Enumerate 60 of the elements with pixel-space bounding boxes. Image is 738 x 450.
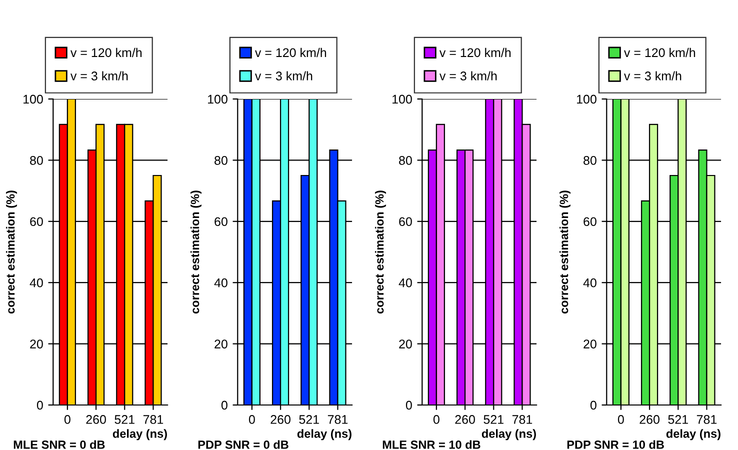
y-axis-title: correct estimation (%) bbox=[560, 190, 571, 314]
y-tick-label: 40 bbox=[30, 278, 43, 288]
legend-label: v = 3 km/h bbox=[624, 71, 682, 80]
x-tick-label: 781 bbox=[512, 415, 532, 424]
y-tick-label: 40 bbox=[214, 278, 228, 288]
x-axis-title: delay (ns) bbox=[297, 429, 352, 440]
y-tick-label: 80 bbox=[214, 156, 228, 165]
y-tick-label: 80 bbox=[584, 156, 596, 165]
x-tick-label: 260 bbox=[455, 415, 475, 424]
y-tick-label: 60 bbox=[399, 217, 412, 226]
y-tick-label: 40 bbox=[583, 278, 596, 288]
y-tick-label: 0 bbox=[221, 400, 228, 410]
text: MLE SNR = 10 dB bbox=[382, 440, 480, 449]
y-tick-label: 100 bbox=[24, 94, 43, 104]
legend-label: v = 120 km/h bbox=[439, 48, 511, 58]
y-tick-label: 20 bbox=[214, 340, 228, 348]
x-tick-label: 260 bbox=[640, 415, 660, 424]
x-tick-label: 260 bbox=[270, 415, 290, 424]
y-tick-label: 20 bbox=[584, 340, 596, 348]
x-tick-label: 781 bbox=[143, 415, 164, 424]
y-tick-label: 80 bbox=[399, 156, 412, 165]
x-axis-title: delay (ns) bbox=[112, 429, 167, 440]
x-tick-label: 0 bbox=[618, 415, 624, 424]
x-tick-label: 781 bbox=[696, 415, 717, 424]
legend-label: v = 3 km/h bbox=[70, 71, 128, 80]
legend-label: v = 120 km/h bbox=[70, 48, 142, 58]
y-tick-label: 20 bbox=[399, 340, 412, 348]
y-axis-title: correct estimation (%) bbox=[190, 190, 202, 314]
x-tick-label: 781 bbox=[328, 415, 348, 424]
x-axis-title: delay (ns) bbox=[482, 429, 536, 440]
x-tick-label: 0 bbox=[64, 415, 70, 424]
y-tick-label: 60 bbox=[30, 217, 43, 226]
y-tick-label: 0 bbox=[36, 400, 43, 410]
x-tick-label: 521 bbox=[484, 415, 504, 424]
y-tick-label: 0 bbox=[590, 400, 596, 410]
x-tick-label: 521 bbox=[114, 415, 134, 424]
text: PDP SNR = 0 dB bbox=[198, 440, 288, 449]
y-tick-label: 0 bbox=[406, 400, 412, 410]
legend-label: v = 120 km/h bbox=[254, 48, 326, 58]
text: MLE SNR = 0 dB bbox=[14, 440, 105, 449]
text: PDP SNR = 10 dB bbox=[567, 440, 664, 449]
legend-label: v = 3 km/h bbox=[439, 71, 497, 80]
legend-label: v = 3 km/h bbox=[254, 71, 312, 80]
y-tick-label: 20 bbox=[30, 340, 43, 348]
y-tick-label: 100 bbox=[577, 94, 596, 104]
x-tick-label: 260 bbox=[86, 415, 106, 424]
x-tick-label: 0 bbox=[433, 415, 440, 424]
y-tick-label: 100 bbox=[392, 94, 412, 104]
y-axis-title: correct estimation (%) bbox=[6, 190, 18, 314]
y-tick-label: 100 bbox=[208, 94, 228, 104]
x-tick-label: 521 bbox=[668, 415, 688, 424]
x-tick-label: 521 bbox=[299, 415, 319, 424]
x-tick-label: 0 bbox=[248, 415, 255, 424]
y-tick-label: 40 bbox=[398, 278, 412, 288]
x-axis-title: delay (ns) bbox=[666, 429, 720, 440]
y-axis-title: correct estimation (%) bbox=[375, 190, 386, 314]
y-tick-label: 60 bbox=[584, 217, 596, 226]
y-tick-label: 80 bbox=[30, 156, 43, 165]
y-tick-label: 60 bbox=[214, 217, 228, 226]
legend-label: v = 120 km/h bbox=[624, 48, 696, 58]
